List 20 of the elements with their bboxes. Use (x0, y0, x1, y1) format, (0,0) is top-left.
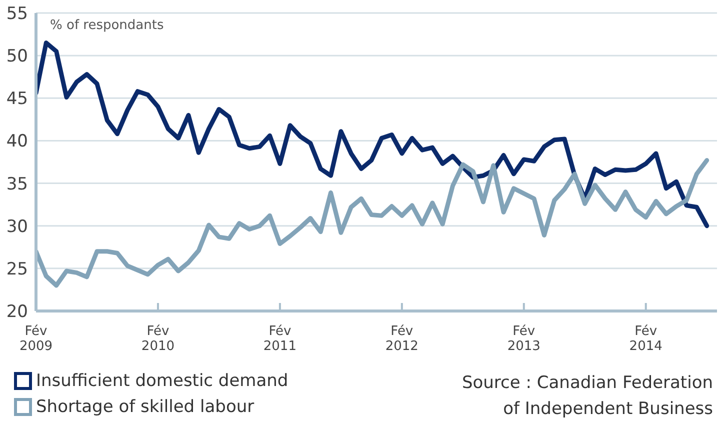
x-tick-label: Fév 2010 (141, 324, 175, 354)
y-tick-label: 50 (6, 46, 28, 67)
x-tick-label: Fév 2009 (19, 324, 53, 354)
x-tick-label: Fév 2012 (385, 324, 418, 354)
y-tick-label: 30 (6, 216, 28, 237)
y-axis-title: % of respondants (50, 18, 164, 33)
y-tick-label: 25 (6, 259, 28, 280)
line-series (36, 158, 710, 288)
y-tick-label: 20 (6, 302, 28, 322)
x-tick-label: Fév 2014 (629, 324, 662, 354)
legend-label: Shortage of skilled labour (36, 397, 254, 417)
x-tick-label: Fév 2013 (507, 324, 540, 354)
y-tick-label: 55 (6, 4, 28, 24)
y-tick-label: 40 (6, 132, 28, 152)
x-tick-label: Fév 2011 (263, 324, 296, 354)
line-series (36, 40, 710, 228)
y-tick-label: 35 (6, 174, 28, 194)
y-tick-label: 45 (6, 89, 28, 110)
source-note: Source : Canadian Federation of Independent Business (460, 372, 713, 421)
legend-label: Insufficient domestic demand (36, 371, 288, 391)
